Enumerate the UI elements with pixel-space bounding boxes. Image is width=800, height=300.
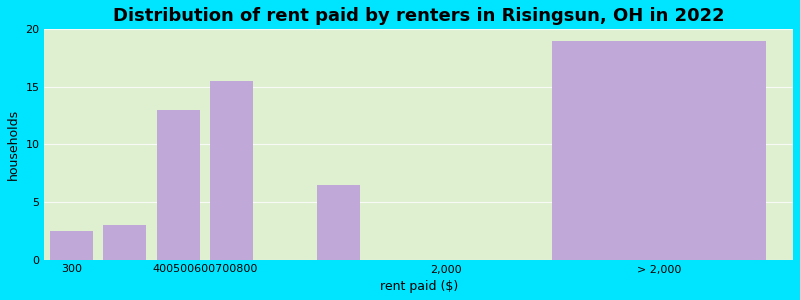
X-axis label: rent paid ($): rent paid ($) xyxy=(380,280,458,293)
Bar xyxy=(553,41,766,260)
Bar xyxy=(210,81,253,260)
Title: Distribution of rent paid by renters in Risingsun, OH in 2022: Distribution of rent paid by renters in … xyxy=(113,7,725,25)
Bar xyxy=(157,110,199,260)
Bar xyxy=(50,231,93,260)
Y-axis label: households: households xyxy=(7,109,20,180)
Bar xyxy=(317,185,360,260)
Bar xyxy=(103,225,146,260)
